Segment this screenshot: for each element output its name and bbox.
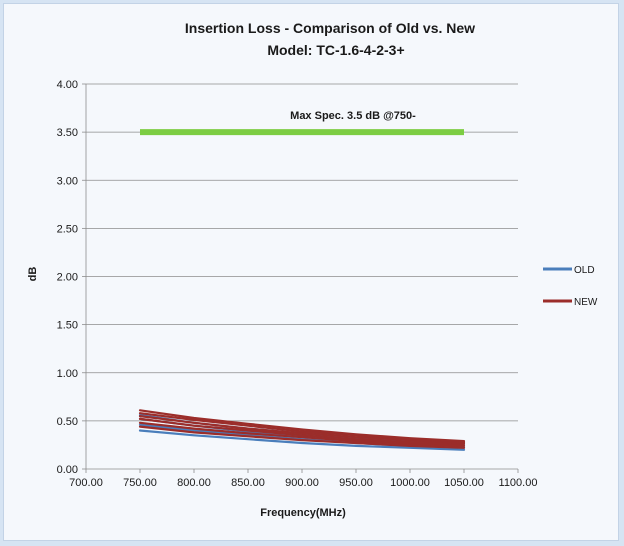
x-axis-title: Frequency(MHz): [260, 507, 346, 519]
legend-label-new: NEW: [574, 297, 598, 308]
x-tick-label-1: 750.00: [123, 477, 157, 489]
y-axis-title: dB: [27, 267, 39, 282]
y-tick-label-3: 1.50: [57, 320, 78, 332]
chart-subtitle: Model: TC-1.6-4-2-3+: [267, 42, 404, 58]
axes: [82, 83, 519, 473]
y-tick-label-4: 2.00: [57, 272, 78, 284]
legend: OLD NEW: [543, 265, 598, 308]
x-tick-label-4: 900.00: [285, 477, 319, 489]
x-tick-label-7: 1050.00: [444, 477, 484, 489]
series-line-new-4: [138, 425, 466, 449]
y-tick-label-2: 1.00: [57, 368, 78, 380]
series-line-new-9: [138, 409, 466, 443]
y-tick-label-5: 2.50: [57, 223, 78, 235]
chart-frame: Insertion Loss - Comparison of Old vs. N…: [3, 3, 619, 541]
series-lines: [138, 409, 466, 451]
y-tick-label-6: 3.00: [57, 175, 78, 187]
chart-title: Insertion Loss - Comparison of Old vs. N…: [185, 20, 475, 36]
series-line-old-0: [138, 429, 466, 451]
spec-annotation: Max Spec. 3.5 dB @750-: [290, 110, 416, 122]
y-tick-label-1: 0.50: [57, 416, 78, 428]
y-tick-label-0: 0.00: [57, 464, 78, 476]
y-tick-labels: 0.00 0.50 1.00 1.50 2.00 2.50 3.00 3.50 4.00: [57, 79, 78, 476]
y-tick-label-7: 3.50: [57, 127, 78, 139]
x-tick-label-6: 1000.00: [390, 477, 430, 489]
x-tick-labels: 700.00 750.00 800.00 850.00 900.00 950.00 1000…: [69, 477, 537, 489]
y-tick-label-8: 4.00: [57, 79, 78, 91]
x-tick-label-8: 1100.00: [499, 477, 538, 489]
legend-label-old: OLD: [574, 265, 595, 276]
series-line-new-5: [138, 421, 466, 447]
series-line-new-6: [138, 417, 466, 446]
insertion-loss-chart: Insertion Loss - Comparison of Old vs. N…: [27, 20, 598, 519]
x-tick-label-5: 950.00: [339, 477, 373, 489]
x-tick-label-2: 800.00: [177, 477, 211, 489]
x-tick-label-0: 700.00: [69, 477, 103, 489]
x-tick-label-3: 850.00: [231, 477, 265, 489]
